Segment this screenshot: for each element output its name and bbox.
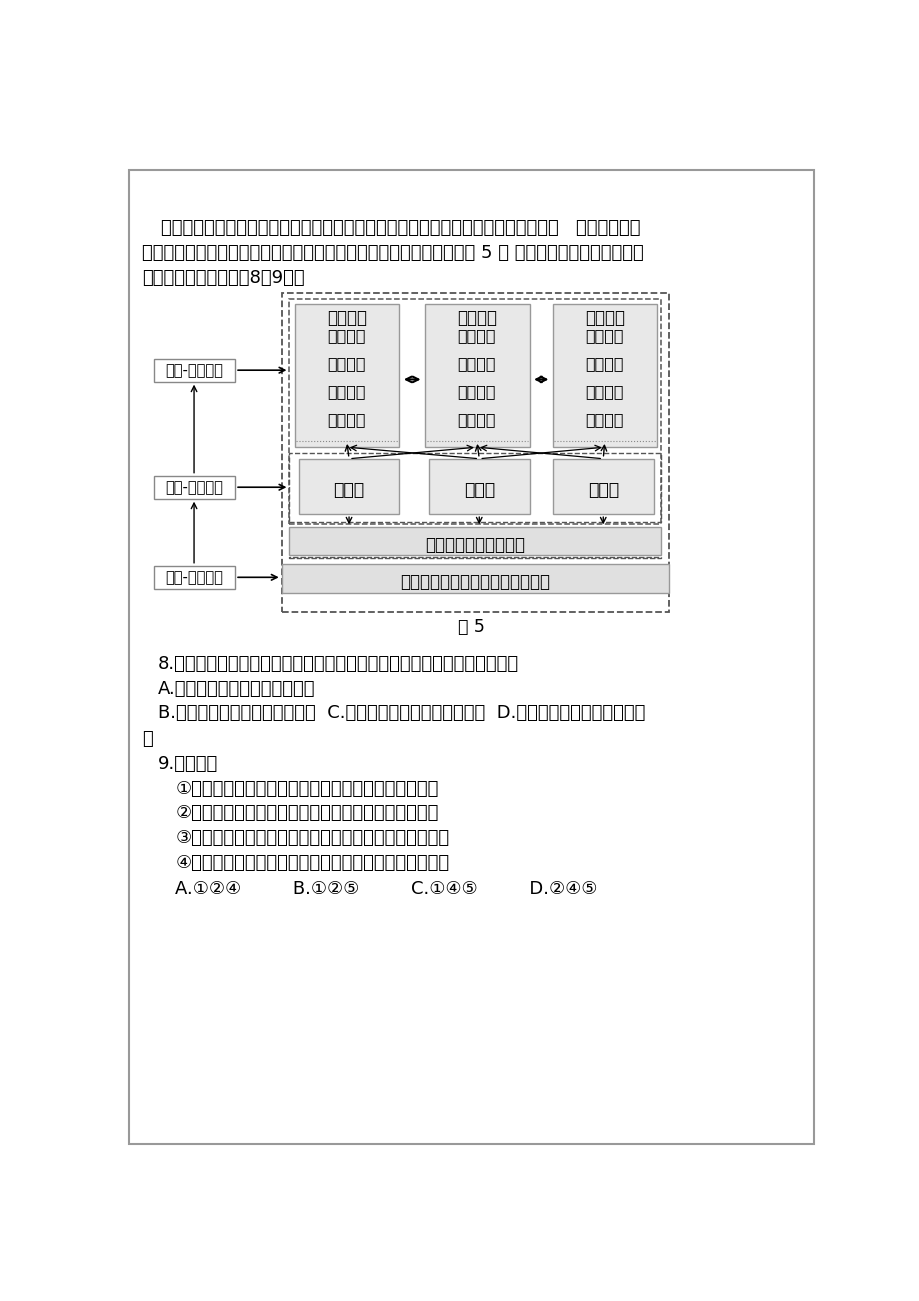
Text: ②城镇区通过产业结构转型、升级，带动区域经济增长: ②城镇区通过产业结构转型、升级，带动区域经济增长 — [176, 804, 438, 822]
Text: 整体滞后，是我国生态安全保障和经济社会发展的重点和难点地区。图 5 为 黄河流域生态保护和高质量: 整体滞后，是我国生态安全保障和经济社会发展的重点和难点地区。图 5 为 黄河流域… — [142, 243, 643, 262]
Bar — [153, 359, 235, 381]
Bar — [281, 293, 668, 611]
Text: 承载-发展约束: 承载-发展约束 — [165, 480, 222, 494]
Text: 结构调整: 结构调整 — [584, 329, 623, 343]
Text: 资源环境承载能力评价: 资源环境承载能力评价 — [425, 536, 525, 554]
Text: 人口流出: 人口流出 — [327, 411, 366, 427]
Bar — [153, 566, 235, 589]
Text: 驱动-内外关联: 驱动-内外关联 — [165, 363, 222, 377]
Text: A.高寒气候为主，环境承载力大: A.高寒气候为主，环境承载力大 — [157, 679, 315, 697]
Bar — [289, 453, 661, 522]
Text: 区: 区 — [142, 730, 153, 748]
Text: 人口集聚: 人口集聚 — [457, 329, 495, 343]
Text: 节水技术: 节水技术 — [584, 384, 623, 399]
Text: 发展框架图。据此完戁8、9题。: 发展框架图。据此完戁8、9题。 — [142, 268, 304, 286]
Text: 生态区: 生态区 — [333, 481, 364, 500]
Bar — [289, 298, 661, 524]
Text: A.①②④         B.①②⑤         C.①④⑤         D.②④⑤: A.①②④ B.①②⑤ C.①④⑤ D.②④⑤ — [176, 879, 597, 898]
Text: 退耕减牟: 退耕减牟 — [327, 384, 366, 399]
Text: 国土空间开发人类活动适宜性评价: 国土空间开发人类活动适宜性评价 — [400, 574, 550, 592]
Bar — [281, 565, 668, 593]
Text: B.流经黄土高原，水土流失严重  C.流域内降水量丰富，水运发达  D.流域自然资源贫乏，多贫困: B.流经黄土高原，水土流失严重 C.流域内降水量丰富，水运发达 D.流域自然资源… — [157, 704, 644, 722]
Text: 黄河流域自然生态脆弱，水资源短缺，土地、能源、生物等资源禅赋区域差异明显，   经济社会发展: 黄河流域自然生态脆弱，水资源短缺，土地、能源、生物等资源禅赋区域差异明显， 经济… — [162, 220, 641, 237]
Text: ③农业区加强农田整治，修建黌坡梯田，提高粮食总产量: ③农业区加强农田整治，修建黌坡梯田，提高粮食总产量 — [176, 829, 449, 847]
Text: 农业区: 农业区 — [587, 481, 618, 500]
Text: ①协调发展的基础是区域自然生态条件和资源环境条件: ①协调发展的基础是区域自然生态条件和资源环境条件 — [176, 779, 438, 798]
Text: 措施要点: 措施要点 — [457, 308, 496, 327]
Text: 图 5: 图 5 — [458, 618, 484, 636]
Text: 农田整治: 农田整治 — [584, 356, 623, 371]
Text: 措施要点: 措施要点 — [584, 308, 624, 327]
Bar — [552, 459, 652, 514]
Bar — [552, 304, 657, 448]
Bar — [425, 304, 529, 448]
Bar — [428, 459, 529, 514]
Text: 8.黄河流域是我国生态安全保障和经济社会发展的重点和难点地区，体现在: 8.黄河流域是我国生态安全保障和经济社会发展的重点和难点地区，体现在 — [157, 656, 518, 673]
Text: 人口流出: 人口流出 — [584, 411, 623, 427]
Text: 9.黄河流域: 9.黄河流域 — [157, 755, 218, 773]
Text: 基底-生态优先: 基底-生态优先 — [165, 570, 222, 585]
Bar — [289, 527, 661, 556]
Text: 产业培育: 产业培育 — [457, 356, 495, 371]
Text: 生态修复: 生态修复 — [327, 329, 366, 343]
Bar — [299, 459, 399, 514]
Text: 产业升级: 产业升级 — [457, 384, 495, 399]
Bar — [294, 304, 399, 448]
Text: 产业引进: 产业引进 — [457, 411, 495, 427]
Bar — [153, 476, 235, 498]
Text: 生态保护: 生态保护 — [327, 356, 366, 371]
Text: ④加强生态区及深度贫困区生态建设，促进区域协调发展: ④加强生态区及深度贫困区生态建设，促进区域协调发展 — [176, 853, 449, 872]
Bar — [289, 557, 661, 558]
Text: 措施要点: 措施要点 — [326, 308, 367, 327]
Text: 城镇区: 城镇区 — [463, 481, 494, 500]
